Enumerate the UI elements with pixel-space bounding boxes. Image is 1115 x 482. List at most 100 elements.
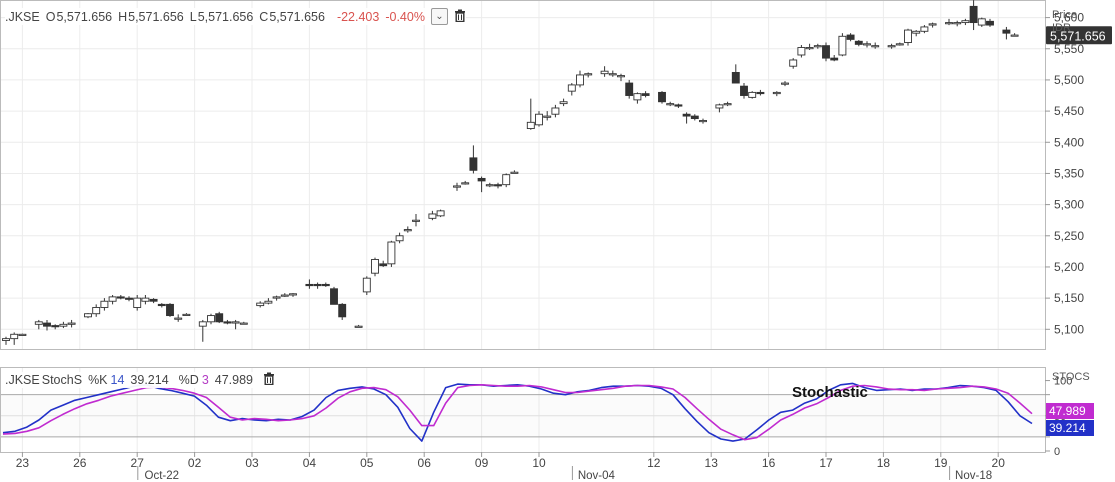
candle-body: [1002, 29, 1011, 34]
x-tick-label: 05: [360, 456, 374, 470]
candle-body: [846, 34, 855, 40]
candle-body: [215, 313, 224, 323]
candle: [469, 145, 478, 174]
candle: [502, 173, 511, 188]
candle: [67, 319, 76, 328]
candle: [904, 28, 912, 46]
candle: [633, 92, 642, 104]
candle-body: [157, 303, 166, 307]
candle-body: [494, 184, 502, 187]
candle-body: [576, 74, 584, 86]
x-tick-label: 09: [475, 456, 489, 470]
candle-body: [969, 5, 978, 24]
candle-body: [748, 91, 757, 98]
candle-body: [256, 302, 265, 307]
candle-body: [600, 70, 609, 75]
candle: [395, 232, 404, 244]
candle-body: [543, 115, 552, 118]
trash-icon[interactable]: [454, 9, 466, 25]
price-tick-label: 5,200: [1054, 260, 1084, 274]
candle: [141, 295, 150, 305]
price-tick-label: 5,250: [1054, 229, 1084, 243]
candle: [1010, 33, 1019, 37]
price-grid: [1, 1, 1045, 349]
candle: [84, 313, 92, 319]
candle: [108, 295, 117, 305]
candle: [895, 42, 904, 46]
price-axis: 5,100 5,150 5,200 5,250 5,300 5,350 5,400 5,450…: [1045, 11, 1112, 336]
candle-body: [625, 82, 634, 96]
candle-body: [362, 277, 371, 293]
price-axis-unit: IDR: [1052, 22, 1071, 34]
candle: [10, 332, 19, 345]
candle-body: [198, 321, 207, 327]
candle-body: [510, 171, 519, 174]
x-tick-label: 16: [762, 456, 776, 470]
candle-body: [567, 84, 576, 92]
candle: [198, 319, 207, 342]
candle: [166, 303, 174, 317]
candle: [272, 295, 281, 301]
k-value-badge: [1046, 420, 1094, 436]
candle: [723, 101, 732, 107]
price-tick-label: 5,450: [1054, 104, 1084, 118]
candle: [625, 79, 634, 99]
k-value-label: 39.214: [1049, 421, 1086, 435]
close-label: C: [259, 9, 269, 24]
low-value: 5,571.656: [197, 9, 254, 24]
close-value: 5,571.656: [269, 9, 325, 24]
candle-body: [321, 283, 330, 287]
candle: [797, 45, 806, 58]
candle-body: [838, 35, 847, 56]
candle: [551, 104, 560, 118]
candle: [428, 210, 437, 221]
candle-body: [863, 43, 871, 46]
candle-body: [338, 303, 347, 318]
last-price-badge: [1046, 26, 1112, 45]
candle: [813, 43, 822, 49]
candle: [207, 313, 215, 325]
candle-body: [715, 104, 724, 109]
candle-body: [1010, 34, 1019, 37]
candle: [600, 66, 609, 77]
price-legend: .JKSE O 5,571.656 H 5,571.656 L 5,571.656 C…: [5, 8, 466, 25]
candle-body: [690, 115, 699, 120]
candle-body: [149, 298, 158, 302]
candle-body: [584, 73, 593, 76]
candle: [567, 83, 576, 96]
candle-body: [371, 259, 379, 274]
candle: [822, 42, 830, 62]
candle: [682, 112, 691, 124]
candle: [699, 118, 707, 124]
x-tick-label: 17: [819, 456, 833, 470]
candle: [912, 30, 921, 37]
chevron-down-icon[interactable]: ⌄: [430, 8, 448, 25]
candle-body: [633, 93, 642, 101]
trash-icon[interactable]: [263, 372, 275, 388]
candle-body: [945, 22, 953, 25]
candle: [887, 43, 896, 49]
candle-body: [682, 113, 691, 117]
candle-body: [2, 338, 10, 341]
candle-body: [182, 313, 191, 316]
candle: [756, 89, 765, 96]
candle: [264, 298, 273, 305]
d-label: %D: [178, 373, 199, 387]
candle: [510, 170, 519, 174]
candle: [543, 111, 552, 121]
price-tick-label: 5,150: [1054, 291, 1084, 305]
candle-body: [223, 321, 232, 324]
candle-body: [920, 26, 929, 32]
candle: [740, 83, 748, 99]
candle: [231, 319, 240, 330]
x-tick-label: 02: [188, 456, 202, 470]
candle: [641, 91, 650, 98]
candle-body: [280, 294, 289, 297]
candle: [313, 282, 322, 289]
candle: [830, 54, 839, 62]
stoch-tick-label: 0: [1054, 446, 1060, 458]
candle-body: [502, 174, 511, 186]
stoch-band: [1, 395, 1045, 437]
price-tick-label: 5,400: [1054, 135, 1084, 149]
price-axis-title: Price: [1052, 9, 1077, 21]
